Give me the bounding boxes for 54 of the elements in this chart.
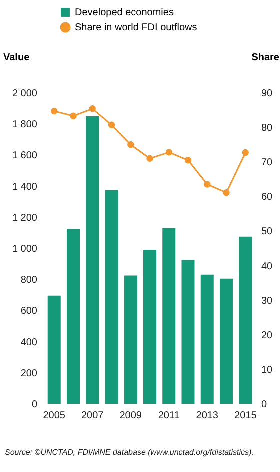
bar bbox=[48, 296, 61, 404]
point bbox=[108, 122, 116, 128]
y2-tick-label: 40 bbox=[262, 261, 274, 272]
point bbox=[223, 190, 230, 196]
y2-axis-title: Share bbox=[252, 52, 280, 64]
point bbox=[146, 155, 154, 162]
point bbox=[204, 181, 211, 188]
y2-tick-label: 20 bbox=[262, 330, 274, 342]
legend-label: Developed economies bbox=[75, 8, 174, 18]
point bbox=[128, 141, 134, 148]
bar bbox=[200, 274, 214, 404]
y-tick-label: 0 bbox=[32, 400, 38, 410]
point bbox=[184, 157, 192, 164]
y-tick-label: 1 000 bbox=[12, 244, 38, 255]
y2-tick-label: 50 bbox=[262, 226, 274, 238]
x-tick-label: 2015 bbox=[234, 410, 258, 422]
y2-tick-label: 80 bbox=[262, 123, 274, 134]
y-tick-label: 2 000 bbox=[12, 88, 38, 100]
y-axis-title: Value bbox=[4, 52, 30, 64]
x-tick-label: 2005 bbox=[43, 410, 66, 422]
source-note: Source: ©UNCTAD, FDI/MNE database (www.unctad.org/fdistatistics). bbox=[5, 448, 254, 457]
y-tick-label: 1 600 bbox=[12, 150, 38, 162]
bar bbox=[105, 190, 118, 404]
y-tick-label: 400 bbox=[20, 337, 38, 348]
y2-tick-label: 70 bbox=[262, 158, 274, 169]
bar bbox=[182, 260, 195, 404]
point bbox=[166, 149, 172, 156]
bar bbox=[86, 116, 100, 404]
y2-tick-label: 10 bbox=[262, 364, 274, 376]
point bbox=[51, 108, 58, 115]
bar bbox=[143, 250, 157, 404]
y-tick-label: 200 bbox=[20, 368, 38, 380]
y-tick-label: 1 400 bbox=[12, 182, 38, 193]
bar bbox=[220, 278, 234, 404]
bar bbox=[162, 228, 176, 404]
point bbox=[70, 112, 77, 120]
legend-label: Share in world FDI outflows bbox=[75, 22, 198, 34]
y2-tick-label: 90 bbox=[262, 88, 274, 100]
y2-tick-label: 60 bbox=[262, 192, 274, 204]
x-tick-label: 2009 bbox=[120, 410, 142, 422]
y2-tick-label: 0 bbox=[262, 400, 268, 410]
x-tick-label: 2007 bbox=[82, 410, 104, 422]
bar bbox=[66, 229, 80, 404]
y-tick-label: 1 800 bbox=[12, 120, 38, 131]
x-tick-label: 2011 bbox=[158, 410, 180, 422]
x-tick-label: 2013 bbox=[196, 410, 219, 422]
bar bbox=[124, 276, 138, 404]
y-tick-label: 1 200 bbox=[12, 212, 38, 224]
y-tick-label: 800 bbox=[20, 275, 38, 286]
y-tick-label: 600 bbox=[20, 306, 38, 318]
bar bbox=[239, 236, 252, 404]
y2-tick-label: 30 bbox=[262, 296, 274, 307]
point bbox=[242, 149, 249, 156]
point bbox=[89, 106, 96, 112]
